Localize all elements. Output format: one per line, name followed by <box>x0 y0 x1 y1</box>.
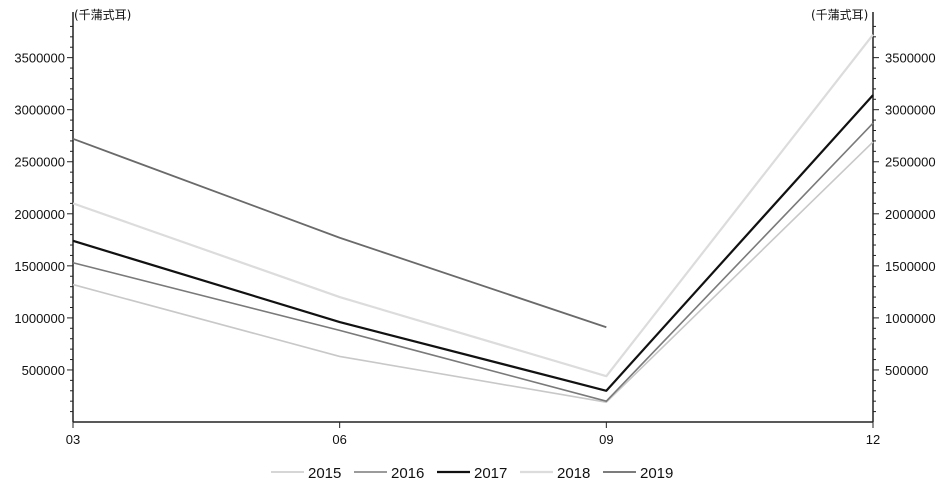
y-tick-label-right: 2000000 <box>885 207 936 222</box>
y-tick-label-right: 3000000 <box>885 103 936 118</box>
y-tick-label-left: 500000 <box>22 363 65 378</box>
legend-label-2018: 2018 <box>557 465 590 482</box>
y-tick-label-right: 1500000 <box>885 259 936 274</box>
y-tick-label-right: 500000 <box>885 363 928 378</box>
y-tick-label-left: 3500000 <box>14 51 65 66</box>
y-tick-label-right: 2500000 <box>885 155 936 170</box>
x-tick-label: 03 <box>66 432 80 447</box>
y-tick-label-left: 3000000 <box>14 103 65 118</box>
series-line-2015 <box>72 141 874 404</box>
x-tick-label: 09 <box>599 432 613 447</box>
y-tick-label-right: 3500000 <box>885 51 936 66</box>
y-tick-label-left: 2000000 <box>14 207 65 222</box>
legend-label-2015: 2015 <box>308 465 341 482</box>
y-tick-label-left: 2500000 <box>14 155 65 170</box>
y-tick-label-left: 1500000 <box>14 259 65 274</box>
legend-label-2017: 2017 <box>474 465 507 482</box>
legend-label-2016: 2016 <box>391 465 424 482</box>
series-line-2017 <box>72 94 874 392</box>
legend-label-2019: 2019 <box>640 465 673 482</box>
x-tick-label: 12 <box>866 432 880 447</box>
y-tick-label-left: 1000000 <box>14 311 65 326</box>
series-line-2018 <box>72 34 874 378</box>
legend: 2015 2016 2017 2018 2019 <box>271 465 673 482</box>
series-line-2019 <box>72 137 607 329</box>
y-tick-label-right: 1000000 <box>885 311 936 326</box>
y-axis-unit-right: (千蒲式耳) <box>811 8 868 22</box>
x-tick-label: 06 <box>332 432 346 447</box>
axes: 500000 500000 1000000 1000000 1500000 1500000… <box>14 12 936 447</box>
series-layer <box>72 34 874 404</box>
y-axis-unit-left: (千蒲式耳) <box>74 8 131 22</box>
series-line-2016 <box>72 122 874 402</box>
